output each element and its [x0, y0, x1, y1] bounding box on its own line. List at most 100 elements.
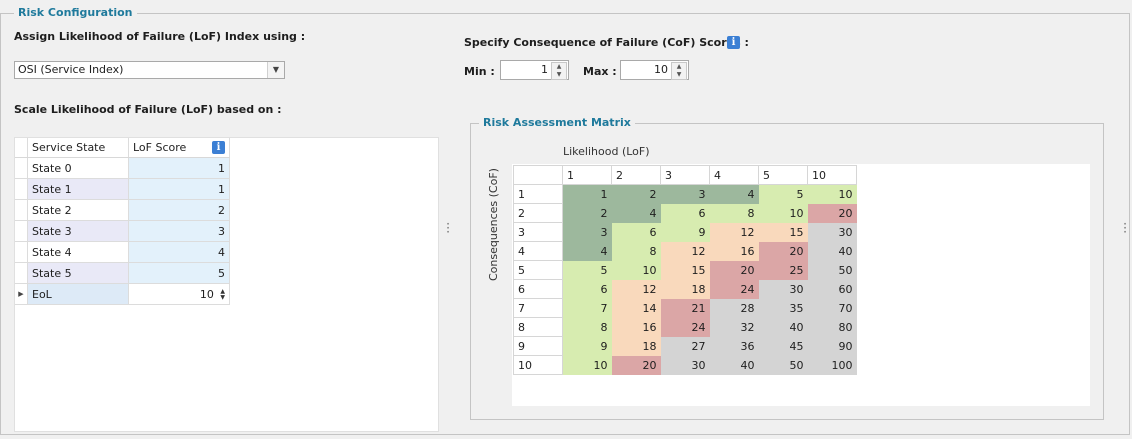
- info-icon[interactable]: i: [727, 36, 740, 49]
- matrix-row: 2 2 4 6 8 10 20: [513, 203, 857, 223]
- matrix-col-header: 1: [562, 165, 612, 185]
- table-row[interactable]: State 3 3: [15, 220, 230, 242]
- state-cell[interactable]: State 1: [27, 178, 129, 200]
- matrix-cell: 10: [562, 355, 612, 375]
- matrix-x-axis-label: Likelihood (LoF): [563, 145, 650, 158]
- risk-matrix-table: 1 2 3 4 5 10 1 1 2 3 4 5 10 2 2 4 6 8 10 20 3 3 6 9 12 15 30 4 4 8 12 1…: [513, 165, 857, 375]
- row-indicator[interactable]: [15, 199, 28, 221]
- state-cell[interactable]: State 2: [27, 199, 129, 221]
- state-cell[interactable]: State 0: [27, 157, 129, 179]
- risk-matrix-title: Risk Assessment Matrix: [479, 116, 635, 130]
- up-down-arrows-icon[interactable]: ▲ ▼: [671, 62, 687, 80]
- matrix-cell: 28: [709, 298, 759, 318]
- row-indicator[interactable]: [15, 262, 28, 284]
- lof-score-table: Service State LoF Score i State 0 1 Stat…: [15, 138, 230, 305]
- matrix-cell: 3: [562, 222, 612, 242]
- matrix-cell: 9: [562, 336, 612, 356]
- risk-configuration-group: [0, 13, 1130, 435]
- score-cell[interactable]: 4: [128, 241, 230, 263]
- matrix-cell: 50: [807, 260, 857, 280]
- matrix-cell: 6: [562, 279, 612, 299]
- matrix-row-header: 7: [513, 298, 563, 318]
- matrix-cell: 12: [611, 279, 661, 299]
- risk-configuration-title: Risk Configuration: [14, 6, 137, 20]
- matrix-cell: 27: [660, 336, 710, 356]
- assign-lof-label: Assign Likelihood of Failure (LoF) Index…: [14, 30, 306, 43]
- matrix-cell: 20: [611, 355, 661, 375]
- matrix-cell: 18: [660, 279, 710, 299]
- matrix-row: 3 3 6 9 12 15 30: [513, 222, 857, 242]
- state-cell[interactable]: State 4: [27, 241, 129, 263]
- matrix-row: 8 8 16 24 32 40 80: [513, 317, 857, 337]
- matrix-cell: 6: [660, 203, 710, 223]
- risk-matrix-group: [470, 123, 1104, 420]
- matrix-cell: 3: [660, 184, 710, 204]
- lof-table-header: Service State LoF Score i: [15, 138, 230, 158]
- up-down-arrows-icon[interactable]: ▲ ▼: [220, 287, 225, 301]
- matrix-y-axis-label: Consequences (CoF): [487, 168, 500, 281]
- col-header-service-state[interactable]: Service State: [27, 138, 129, 158]
- score-cell[interactable]: 1: [128, 157, 230, 179]
- matrix-row: 6 6 12 18 24 30 60: [513, 279, 857, 299]
- matrix-col-header: 5: [758, 165, 808, 185]
- matrix-cell: 15: [660, 260, 710, 280]
- matrix-cell: 8: [562, 317, 612, 337]
- vertical-dots-icon[interactable]: · · ·: [446, 217, 450, 239]
- matrix-cell: 32: [709, 317, 759, 337]
- matrix-header-row: 1 2 3 4 5 10: [513, 165, 857, 185]
- matrix-col-header: 3: [660, 165, 710, 185]
- score-cell[interactable]: 3: [128, 220, 230, 242]
- matrix-cell: 14: [611, 298, 661, 318]
- matrix-cell: 4: [709, 184, 759, 204]
- score-cell[interactable]: 2: [128, 199, 230, 221]
- matrix-cell: 80: [807, 317, 857, 337]
- row-indicator[interactable]: [15, 157, 28, 179]
- table-row[interactable]: State 0 1: [15, 157, 230, 179]
- table-row[interactable]: State 4 4: [15, 241, 230, 263]
- matrix-cell: 50: [758, 355, 808, 375]
- cof-min-value[interactable]: 1: [541, 63, 548, 76]
- col-header-lof-score[interactable]: LoF Score i: [128, 138, 230, 158]
- state-cell[interactable]: EoL: [27, 283, 129, 305]
- table-row-eol[interactable]: ▶ EoL 10 ▲ ▼: [15, 283, 230, 305]
- vertical-dots-icon[interactable]: · · ·: [1123, 217, 1127, 239]
- matrix-row: 5 5 10 15 20 25 50: [513, 260, 857, 280]
- matrix-cell: 16: [611, 317, 661, 337]
- matrix-col-header: 2: [611, 165, 661, 185]
- table-row[interactable]: State 2 2: [15, 199, 230, 221]
- matrix-cell: 21: [660, 298, 710, 318]
- score-editor[interactable]: 10 ▲ ▼: [128, 283, 230, 305]
- matrix-cell: 9: [660, 222, 710, 242]
- state-cell[interactable]: State 3: [27, 220, 129, 242]
- chevron-down-icon[interactable]: ▼: [267, 62, 284, 78]
- matrix-cell: 12: [709, 222, 759, 242]
- matrix-cell: 60: [807, 279, 857, 299]
- scale-lof-label: Scale Likelihood of Failure (LoF) based …: [14, 103, 282, 116]
- cof-max-label: Max :: [583, 65, 617, 78]
- matrix-cell: 10: [611, 260, 661, 280]
- row-indicator[interactable]: [15, 241, 28, 263]
- score-cell[interactable]: 1: [128, 178, 230, 200]
- cof-max-value[interactable]: 10: [654, 63, 668, 76]
- matrix-cell: 1: [562, 184, 612, 204]
- cof-max-spinner[interactable]: 10 ▲ ▼: [620, 60, 689, 80]
- matrix-row: 10 10 20 30 40 50 100: [513, 355, 857, 375]
- matrix-col-header: 4: [709, 165, 759, 185]
- row-indicator[interactable]: [15, 178, 28, 200]
- matrix-cell: 45: [758, 336, 808, 356]
- lof-index-dropdown[interactable]: OSI (Service Index) ▼: [14, 61, 285, 79]
- lof-score-grid: Service State LoF Score i State 0 1 Stat…: [14, 137, 439, 432]
- matrix-cell: 90: [807, 336, 857, 356]
- state-cell[interactable]: State 5: [27, 262, 129, 284]
- up-down-arrows-icon[interactable]: ▲ ▼: [551, 62, 567, 80]
- matrix-cell: 30: [660, 355, 710, 375]
- row-indicator[interactable]: [15, 220, 28, 242]
- table-row[interactable]: State 1 1: [15, 178, 230, 200]
- info-icon[interactable]: i: [212, 141, 225, 154]
- cof-min-label: Min :: [464, 65, 495, 78]
- table-row[interactable]: State 5 5: [15, 262, 230, 284]
- score-cell[interactable]: 5: [128, 262, 230, 284]
- cof-min-spinner[interactable]: 1 ▲ ▼: [500, 60, 569, 80]
- score-editor-value[interactable]: 10: [199, 287, 214, 301]
- matrix-cell: 4: [562, 241, 612, 261]
